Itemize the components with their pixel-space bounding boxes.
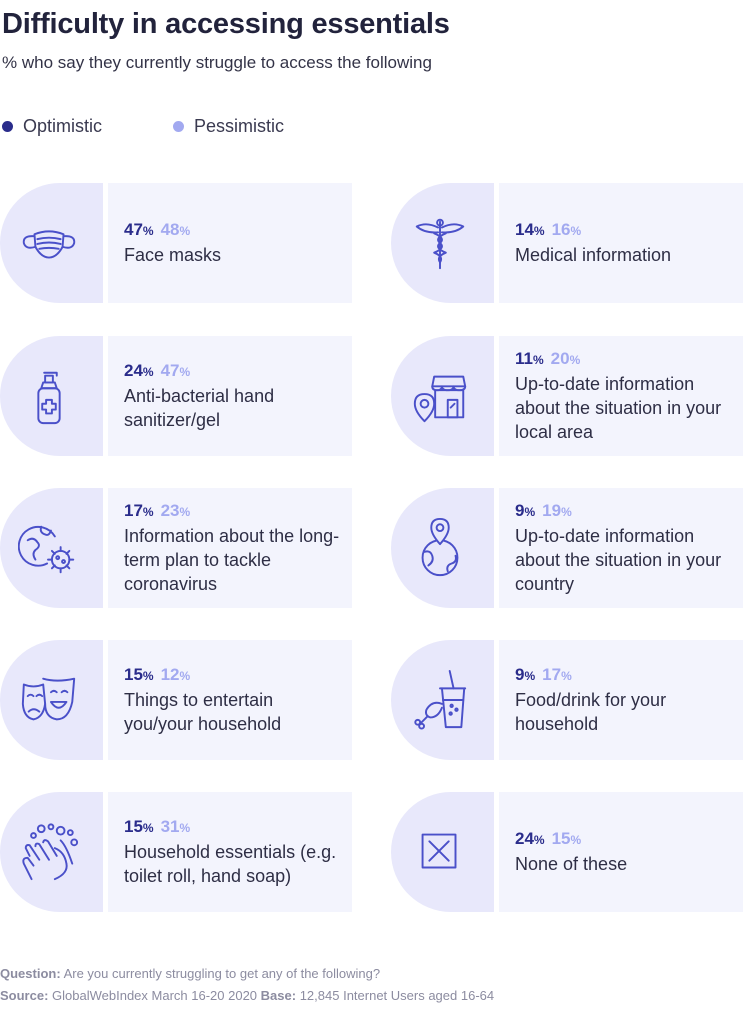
legend-label-optimistic: Optimistic: [23, 116, 103, 136]
item-label: Anti-bacterial hand sanitizer/gel: [124, 386, 275, 430]
pessimistic-value: 16%: [551, 220, 582, 239]
item-card-medical-information: 14% 16% Medical information: [391, 183, 743, 303]
text-panel: 9% 19% Up-to-date information about the s…: [499, 488, 743, 608]
item-label: Medical information: [515, 245, 672, 265]
optimistic-value: 9%: [515, 501, 536, 520]
text-panel: 14% 16% Medical information: [499, 183, 743, 303]
pessimistic-value: 47%: [160, 361, 191, 380]
optimistic-value: 11%: [515, 349, 544, 368]
value-pair: 11% 20%: [515, 348, 733, 371]
icon-panel: [0, 183, 103, 303]
icon-panel: [391, 640, 494, 760]
icon-panel: [0, 640, 103, 760]
base-label: Base:: [260, 988, 297, 1003]
text-panel: 47% 48% Face masks: [108, 183, 352, 303]
pessimistic-value: 12%: [160, 665, 191, 684]
hand-washing-icon: [22, 823, 79, 881]
value-pair: 24% 47%: [124, 360, 342, 383]
optimistic-value: 15%: [124, 817, 154, 836]
item-label: Face masks: [124, 245, 222, 265]
item-card-long-term-plan: 17% 23% Information about the long-term p…: [0, 488, 352, 608]
sanitizer-icon: [37, 371, 61, 425]
legend-item-pessimistic: Pessimistic: [173, 116, 284, 137]
caduceus-icon: [415, 218, 465, 270]
legend-item-optimistic: Optimistic: [2, 116, 102, 137]
globe-pin-icon: [421, 517, 459, 577]
pessimistic-value: 20%: [550, 349, 581, 368]
value-pair: 15% 31%: [124, 816, 342, 839]
question-label: Question:: [0, 966, 61, 981]
pessimistic-value: 48%: [160, 220, 191, 239]
source-label: Source:: [0, 988, 49, 1003]
icon-panel: [391, 792, 494, 912]
pessimistic-value: 19%: [542, 501, 572, 520]
item-label: Up-to-date information about the situati…: [515, 526, 722, 594]
optimistic-value: 24%: [515, 829, 545, 848]
item-card-country-information: 9% 19% Up-to-date information about the s…: [391, 488, 743, 608]
footer-source: Source: GlobalWebIndex March 16-20 2020 …: [0, 988, 494, 1003]
local-shop-pin-icon: [413, 375, 467, 423]
value-pair: 9% 19%: [515, 500, 733, 523]
value-pair: 14% 16%: [515, 219, 733, 242]
base-text: 12,845 Internet Users aged 16-64: [299, 988, 495, 1003]
question-text: Are you currently struggling to get any …: [63, 966, 381, 981]
food-drink-icon: [414, 669, 467, 730]
item-label: Things to entertain you/your household: [124, 690, 282, 734]
item-card-household-essentials: 15% 31% Household essentials (e.g. toilet…: [0, 792, 352, 912]
item-card-face-masks: 47% 48% Face masks: [0, 183, 352, 303]
optimistic-value: 17%: [124, 501, 154, 520]
value-pair: 24% 15%: [515, 828, 733, 851]
item-card-none-of-these: 24% 15% None of these: [391, 792, 743, 912]
legend-swatch-pessimistic: [173, 121, 184, 132]
item-card-hand-sanitizer: 24% 47% Anti-bacterial hand sanitizer/gel: [0, 336, 352, 456]
optimistic-value: 14%: [515, 220, 545, 239]
theatre-masks-icon: [21, 677, 76, 721]
value-pair: 17% 23%: [124, 500, 342, 523]
icon-panel: [391, 488, 494, 608]
text-panel: 17% 23% Information about the long-term p…: [108, 488, 352, 608]
legend-label-pessimistic: Pessimistic: [194, 116, 285, 136]
x-box-icon: [421, 833, 457, 869]
text-panel: 24% 15% None of these: [499, 792, 743, 912]
value-pair: 15% 12%: [124, 664, 342, 687]
pessimistic-value: 31%: [160, 817, 191, 836]
chart-title: Difficulty in accessing essentials: [2, 8, 450, 40]
chart-subtitle: % who say they currently struggle to acc…: [2, 53, 432, 72]
text-panel: 11% 20% Up-to-date information about the …: [499, 336, 743, 456]
item-label: Food/drink for your household: [515, 690, 667, 734]
value-pair: 9% 17%: [515, 664, 733, 687]
icon-panel: [391, 336, 494, 456]
item-label: Up-to-date information about the situati…: [515, 374, 722, 442]
value-pair: 47% 48%: [124, 219, 342, 242]
optimistic-value: 15%: [124, 665, 154, 684]
item-label: Household essentials (e.g. toilet roll, …: [124, 842, 337, 886]
text-panel: 15% 31% Household essentials (e.g. toilet…: [108, 792, 352, 912]
item-card-local-area-information: 11% 20% Up-to-date information about the …: [391, 336, 743, 456]
optimistic-value: 47%: [124, 220, 154, 239]
pessimistic-value: 15%: [551, 829, 582, 848]
footer-question: Question: Are you currently struggling t…: [0, 966, 380, 981]
pessimistic-value: 17%: [542, 665, 572, 684]
icon-panel: [0, 488, 103, 608]
text-panel: 24% 47% Anti-bacterial hand sanitizer/gel: [108, 336, 352, 456]
globe-virus-icon: [18, 525, 75, 574]
text-panel: 9% 17% Food/drink for your household: [499, 640, 743, 760]
item-card-food-drink: 9% 17% Food/drink for your household: [391, 640, 743, 760]
pessimistic-value: 23%: [160, 501, 191, 520]
face-mask-icon: [22, 230, 76, 259]
item-card-entertainment: 15% 12% Things to entertain you/your hous…: [0, 640, 352, 760]
text-panel: 15% 12% Things to entertain you/your hous…: [108, 640, 352, 760]
legend-swatch-optimistic: [2, 121, 13, 132]
optimistic-value: 24%: [124, 361, 154, 380]
optimistic-value: 9%: [515, 665, 536, 684]
icon-panel: [0, 336, 103, 456]
item-label: Information about the long-term plan to …: [124, 526, 340, 594]
icon-panel: [391, 183, 494, 303]
icon-panel: [0, 792, 103, 912]
source-text: GlobalWebIndex March 16-20 2020: [52, 988, 258, 1003]
item-label: None of these: [515, 854, 628, 874]
